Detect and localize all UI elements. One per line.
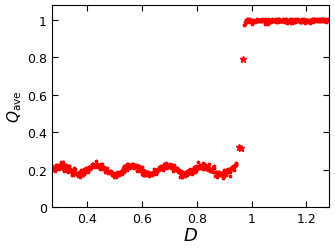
X-axis label: $D$: $D$ bbox=[183, 226, 198, 244]
Y-axis label: $Q_{\rm ave}$: $Q_{\rm ave}$ bbox=[6, 90, 24, 123]
